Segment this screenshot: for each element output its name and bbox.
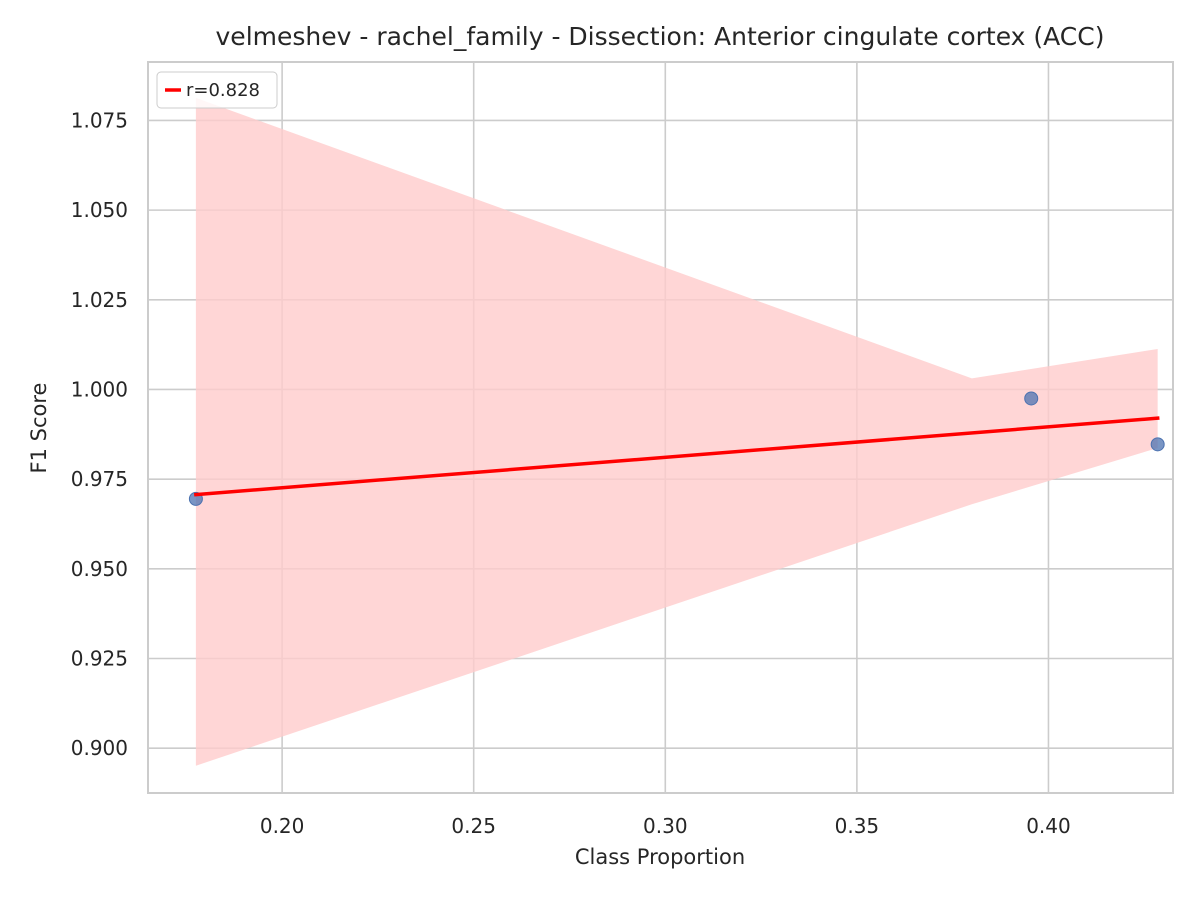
y-tick-label: 1.025 xyxy=(71,288,128,312)
regression-line-layer xyxy=(194,416,1160,497)
y-tick-label: 0.900 xyxy=(71,736,128,760)
x-tick-label: 0.20 xyxy=(260,814,305,838)
x-tick-label: 0.25 xyxy=(451,814,496,838)
confidence-band xyxy=(195,97,1158,766)
points-layer xyxy=(188,391,1165,506)
plot-frame xyxy=(147,61,1174,794)
x-tick-labels: 0.20 0.25 0.30 0.35 0.40 xyxy=(260,814,1071,838)
x-tick-label: 0.30 xyxy=(643,814,688,838)
x-tick-label: 0.35 xyxy=(835,814,880,838)
y-tick-label: 1.000 xyxy=(71,377,128,401)
legend-label: r=0.828 xyxy=(186,80,260,101)
chart-title-container: velmeshev - rachel_family - Dissection: … xyxy=(0,0,1200,60)
frame-layer xyxy=(147,61,1174,794)
y-tick-label: 1.050 xyxy=(71,198,128,222)
x-tick-label: 0.40 xyxy=(1026,814,1071,838)
x-axis-label: Class Proportion xyxy=(575,845,745,869)
chart-title: velmeshev - rachel_family - Dissection: … xyxy=(215,22,1105,51)
legend: r=0.828 xyxy=(156,71,278,109)
y-tick-labels: 0.900 0.925 0.950 0.975 1.000 1.025 1.050 1.075 xyxy=(71,108,128,760)
y-tick-label: 1.075 xyxy=(71,108,128,132)
y-tick-label: 0.925 xyxy=(71,646,128,670)
data-point xyxy=(1024,391,1039,406)
confidence-band-layer xyxy=(195,97,1158,766)
y-axis-label: F1 Score xyxy=(27,383,51,474)
y-tick-label: 0.975 xyxy=(71,467,128,491)
y-tick-label: 0.950 xyxy=(71,557,128,581)
legend-box xyxy=(156,71,278,109)
data-point xyxy=(1150,437,1165,452)
regression-line xyxy=(194,416,1160,497)
